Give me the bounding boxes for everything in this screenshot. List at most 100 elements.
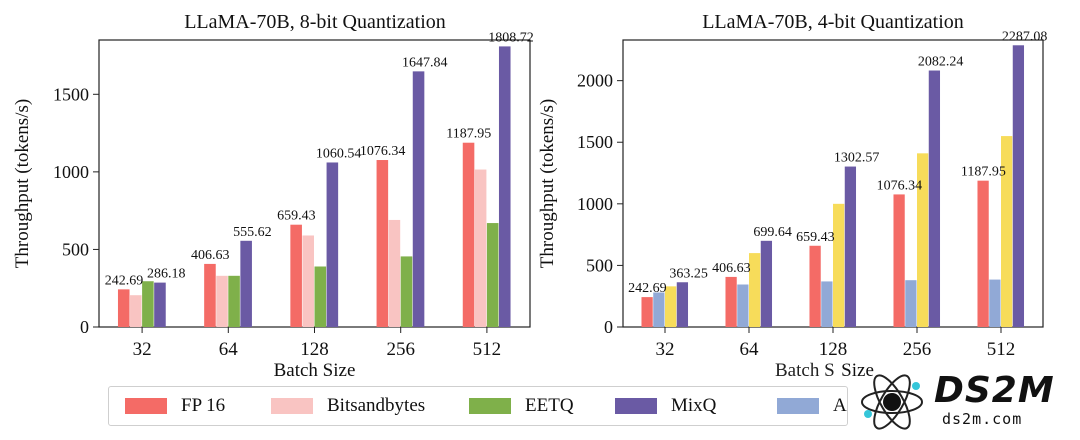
chart2-xtick-label: 512	[987, 339, 1016, 360]
chart2-bar-mixq-128	[844, 166, 857, 327]
chart1-data-label-mixq: 286.18	[147, 267, 186, 282]
chart2-xtick-label: 32	[656, 339, 675, 360]
chart2-bar-yellow-series-32	[665, 286, 677, 327]
chart1-data-label-fp16: 406.63	[191, 248, 230, 263]
legend-swatch-fp16	[125, 398, 167, 414]
chart2-bar-mixq-512	[1012, 45, 1025, 327]
chart2-bar-yellow-series-64	[749, 253, 761, 327]
chart1-data-label-fp16: 659.43	[277, 209, 316, 224]
chart2-bar-mixq-32	[676, 282, 689, 327]
chart1-bar-bitsandbytes-256	[388, 219, 401, 327]
chart2-bar-a-32	[653, 292, 665, 327]
chart1-data-label-fp16: 242.69	[105, 273, 144, 288]
legend-swatch-eetq	[469, 398, 511, 414]
chart1-bar-eetq-512	[486, 223, 499, 327]
chart1-ylabel: Throughput (tokens/s)	[12, 99, 33, 268]
chart2-bar-a-256	[905, 280, 917, 327]
chart1-xtick-label: 32	[133, 339, 152, 360]
chart2-bar-fp-16-256	[893, 194, 905, 327]
chart1-bar-bitsandbytes-32	[130, 295, 142, 327]
chart2-data-label-mixq: 2287.08	[1002, 29, 1048, 44]
watermark-brand: DS2M	[934, 370, 1055, 411]
chart1-data-label-fp16: 1076.34	[360, 144, 406, 159]
chart2-data-label-fp16: 406.63	[712, 261, 751, 276]
chart2-data-label-mixq: 699.64	[753, 225, 792, 240]
chart2-bar-fp-16-128	[809, 245, 821, 327]
chart1-ytick-label: 500	[62, 239, 89, 259]
chart1-data-label-mixq: 1808.72	[488, 30, 534, 45]
legend-label-awq: A	[833, 395, 847, 416]
chart1-bar-eetq-256	[400, 256, 413, 327]
chart1-title: LLaMA-70B, 8-bit Quantization	[184, 11, 446, 33]
legend: FP 16 Bitsandbytes EETQ MixQ A	[108, 386, 848, 426]
chart1-bar-fp-16-128	[290, 224, 302, 327]
chart1-bar-mixq-512	[498, 46, 511, 327]
chart2-ytick-label: 0	[604, 317, 613, 337]
chart1-data-label-mixq: 555.62	[233, 225, 272, 240]
legend-item-bitsandbytes: Bitsandbytes	[271, 394, 425, 418]
chart1-xtick-label: 64	[219, 339, 239, 360]
chart2-xtick-label: 256	[903, 339, 932, 360]
chart2-data-label-mixq: 1302.57	[834, 151, 880, 166]
chart1-bar-fp-16-256	[376, 160, 389, 327]
chart1-bar-mixq-128	[326, 162, 339, 327]
chart1-ytick-label: 1500	[53, 84, 89, 104]
legend-item-eetq: EETQ	[469, 394, 574, 418]
chart2-data-label-fp16: 1187.95	[961, 165, 1006, 180]
chart1-data-label-fp16: 1187.95	[446, 127, 491, 142]
chart2-bar-yellow-series-512	[1001, 136, 1013, 327]
chart2-xtick-label: 64	[740, 339, 760, 360]
legend-label-mixq: MixQ	[671, 395, 717, 416]
legend-swatch-awq	[777, 398, 819, 414]
chart2-title: LLaMA-70B, 4-bit Quantization	[702, 11, 964, 33]
chart2-ytick-label: 500	[586, 255, 613, 275]
chart1-bar-mixq-256	[412, 71, 425, 327]
chart2-bar-fp-16-32	[641, 297, 653, 327]
legend-swatch-mixq	[615, 398, 657, 414]
legend-swatch-bitsandbytes	[271, 398, 313, 414]
chart1-bar-fp-16-512	[462, 142, 475, 327]
partial-xlabel-overlap: Batch S	[773, 360, 837, 382]
chart1-bar-fp-16-64	[204, 263, 216, 327]
legend-label-fp16: FP 16	[181, 395, 226, 416]
watermark: DS2M ds2m.com	[858, 368, 1072, 434]
legend-item-mixq: MixQ	[615, 394, 716, 418]
chart2-bar-mixq-64	[760, 240, 773, 327]
chart1-xtick-label: 128	[300, 339, 329, 360]
chart2-bar-a-128	[821, 281, 833, 327]
chart1-xlabel: Batch Size	[274, 360, 356, 381]
chart1-bar-mixq-64	[240, 240, 252, 327]
chart2-ytick-label: 1500	[577, 132, 613, 152]
legend-label-bitsandbytes: Bitsandbytes	[327, 395, 426, 416]
legend-item-fp16: FP 16	[125, 394, 225, 418]
watermark-url: ds2m.com	[942, 410, 1023, 428]
chart2-ytick-label: 2000	[577, 71, 613, 91]
chart2-bar-a-512	[989, 279, 1001, 327]
chart2-data-label-mixq: 2082.24	[918, 55, 964, 70]
chart1-bar-mixq-32	[154, 282, 166, 327]
chart1-xtick-label: 256	[386, 339, 415, 360]
chart1-ytick-label: 1000	[53, 162, 89, 182]
chart2-data-label-mixq: 363.25	[669, 266, 708, 281]
chart1-bar-bitsandbytes-64	[216, 275, 228, 327]
chart1-xtick-label: 512	[473, 339, 502, 360]
chart2-bar-yellow-series-256	[917, 153, 929, 327]
atom-logo-icon	[861, 374, 923, 430]
chart2-bar-fp-16-512	[977, 180, 989, 327]
chart1-bar-eetq-64	[228, 275, 240, 327]
chart1-bar-bitsandbytes-512	[474, 169, 487, 327]
chart2-bar-fp-16-64	[725, 276, 737, 327]
chart2-data-label-fp16: 659.43	[796, 230, 835, 245]
chart1-bar-bitsandbytes-128	[302, 235, 314, 327]
chart2-ylabel: Throughput (tokens/s)	[537, 99, 558, 268]
chart1-ytick-label: 0	[80, 317, 89, 337]
chart2-bar-mixq-256	[928, 70, 941, 328]
legend-item-awq: A	[777, 394, 847, 418]
legend-label-eetq: EETQ	[525, 395, 574, 416]
chart1-bar-eetq-128	[314, 266, 327, 327]
chart2-data-label-fp16: 242.69	[628, 281, 667, 296]
chart2-bar-a-64	[737, 284, 749, 327]
chart2-data-label-fp16: 1076.34	[877, 178, 923, 193]
